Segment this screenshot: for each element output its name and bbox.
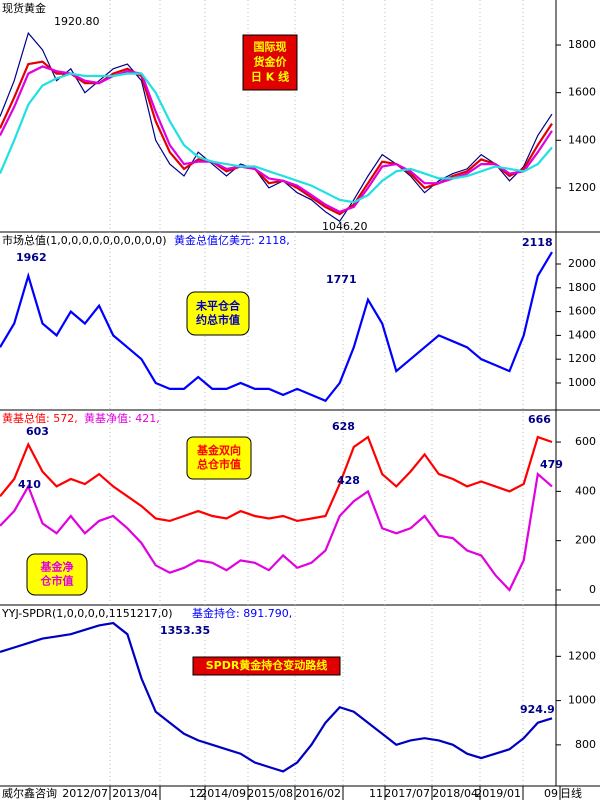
panel-subtitle: 黄基净值: 421, xyxy=(84,411,160,425)
annotation: 410 xyxy=(18,478,41,491)
x-tick-label: 2019/01 xyxy=(475,787,521,800)
y-tick-label: 1200 xyxy=(568,181,596,194)
y-tick-label: 0 xyxy=(589,583,596,596)
y-tick-label: 1400 xyxy=(568,328,596,341)
annotation: 479 xyxy=(540,458,563,471)
series-line xyxy=(0,435,553,523)
y-tick-label: 400 xyxy=(575,484,596,497)
label-box xyxy=(26,553,88,596)
label-box-text: 基金净 xyxy=(40,560,74,574)
series-line xyxy=(0,65,553,213)
annotation: 628 xyxy=(332,420,355,433)
x-tick-label: 2015/08 xyxy=(247,787,293,800)
annotation: 428 xyxy=(337,474,360,487)
label-box-text: 约总市值 xyxy=(196,313,240,327)
series-line xyxy=(0,72,553,204)
annotation: 924.9 xyxy=(520,703,555,716)
x-tick-label: 2018/04 xyxy=(432,787,478,800)
y-tick-label: 1600 xyxy=(568,305,596,318)
label-box xyxy=(186,291,250,336)
x-tick-label: 2013/04 xyxy=(112,787,158,800)
x-tick-label: 2017/07 xyxy=(384,787,430,800)
panel-subtitle: 黄金总值亿美元: 2118, xyxy=(174,233,290,247)
label-box xyxy=(192,656,341,676)
panel-subtitle: 基金持仓: 891.790, xyxy=(192,606,292,620)
y-tick-label: 600 xyxy=(575,435,596,448)
label-box-text: 国际现 xyxy=(254,40,287,54)
y-tick-label: 1800 xyxy=(568,38,596,51)
panel-title: YYJ-SPDR(1,0,0,0,0,1151217,0) xyxy=(1,607,173,620)
y-tick-label: 1600 xyxy=(568,86,596,99)
footer-source: 威尔鑫咨询 xyxy=(2,786,57,800)
series-line xyxy=(0,251,553,403)
series-line xyxy=(0,60,553,216)
x-tick-label: 11 xyxy=(369,787,383,800)
label-box-text: 未平仓合 xyxy=(195,299,241,313)
x-tick-label: 12 xyxy=(189,787,203,800)
y-tick-label: 1000 xyxy=(568,376,596,389)
y-tick-label: 1000 xyxy=(568,694,596,707)
label-box xyxy=(242,34,298,91)
y-tick-label: 1200 xyxy=(568,649,596,662)
annotation: 1920.80 xyxy=(54,15,100,28)
footer-period: 日线 xyxy=(560,786,582,800)
series-line xyxy=(0,471,553,592)
annotation: 1046.20 xyxy=(322,220,368,233)
label-box-text: 基金双向 xyxy=(196,443,241,457)
series-line xyxy=(0,621,553,773)
label-box-text: 总仓市值 xyxy=(197,457,241,471)
y-tick-label: 2000 xyxy=(568,257,596,270)
annotation: 666 xyxy=(528,413,551,426)
y-tick-label: 200 xyxy=(575,534,596,547)
label-box-text: 货金价 xyxy=(253,55,288,69)
label-box-text: 仓市值 xyxy=(40,574,74,588)
annotation: 1771 xyxy=(326,273,357,286)
label-box-text: SPDR黄金持仓变动路线 xyxy=(206,658,328,672)
label-box-text: 日 K 线 xyxy=(251,70,289,84)
panel-title: 现货黄金 xyxy=(2,1,46,15)
x-tick-label: 2012/07 xyxy=(62,787,108,800)
annotation: 2118 xyxy=(522,236,553,249)
panel-title: 市场总值(1,0,0,0,0,0,0,0,0,0,0) xyxy=(2,233,167,247)
y-tick-label: 800 xyxy=(575,738,596,751)
x-tick-label: 09 xyxy=(544,787,558,800)
y-tick-label: 1800 xyxy=(568,281,596,294)
series-line xyxy=(0,31,553,223)
panel-title: 黄基总值: 572, xyxy=(2,411,78,425)
y-tick-label: 1200 xyxy=(568,352,596,365)
x-tick-label: 2016/02 xyxy=(295,787,341,800)
annotation: 1962 xyxy=(16,251,47,264)
y-tick-label: 1400 xyxy=(568,133,596,146)
label-box xyxy=(186,436,252,480)
annotation: 1353.35 xyxy=(160,624,210,637)
annotation: 603 xyxy=(26,425,49,438)
x-tick-label: 2014/09 xyxy=(200,787,246,800)
